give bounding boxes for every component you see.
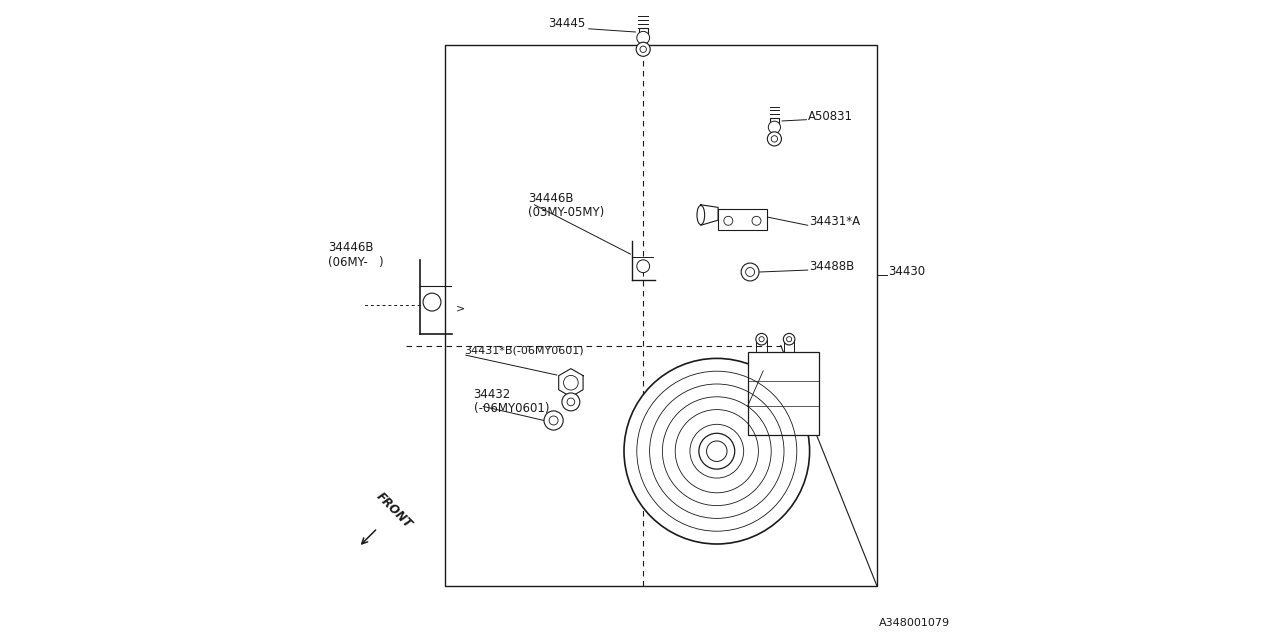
Circle shape bbox=[544, 411, 563, 430]
Circle shape bbox=[768, 132, 781, 146]
Text: FRONT: FRONT bbox=[374, 490, 413, 531]
Text: 34432: 34432 bbox=[474, 388, 511, 401]
Text: 34446B: 34446B bbox=[328, 241, 374, 254]
Circle shape bbox=[636, 42, 650, 56]
Circle shape bbox=[562, 393, 580, 411]
Text: 34431*A: 34431*A bbox=[809, 215, 860, 228]
Bar bbox=[445, 45, 877, 586]
Circle shape bbox=[637, 31, 650, 44]
Circle shape bbox=[768, 121, 781, 133]
Bar bbox=[639, 28, 648, 34]
Circle shape bbox=[759, 337, 764, 342]
Circle shape bbox=[745, 268, 755, 276]
Text: (-06MY0601): (-06MY0601) bbox=[474, 402, 549, 415]
Circle shape bbox=[699, 433, 735, 469]
Text: 34488B: 34488B bbox=[809, 260, 854, 273]
Circle shape bbox=[724, 216, 732, 225]
Bar bbox=[748, 352, 819, 435]
Bar bbox=[771, 118, 778, 124]
Circle shape bbox=[787, 337, 792, 342]
Circle shape bbox=[422, 293, 440, 311]
Circle shape bbox=[707, 441, 727, 461]
Text: A50831: A50831 bbox=[808, 109, 852, 123]
Text: A348001079: A348001079 bbox=[879, 618, 950, 628]
Circle shape bbox=[637, 260, 650, 273]
Text: (06MY-   ): (06MY- ) bbox=[328, 255, 383, 269]
Ellipse shape bbox=[696, 205, 704, 225]
Circle shape bbox=[771, 136, 778, 142]
Text: 34445: 34445 bbox=[548, 17, 585, 30]
Circle shape bbox=[755, 333, 768, 345]
Polygon shape bbox=[701, 205, 718, 225]
Circle shape bbox=[567, 398, 575, 406]
Text: 34446B: 34446B bbox=[529, 191, 573, 205]
Text: (03MY-05MY): (03MY-05MY) bbox=[529, 205, 604, 219]
Circle shape bbox=[549, 416, 558, 425]
Text: 34430: 34430 bbox=[888, 265, 925, 278]
Circle shape bbox=[640, 46, 646, 52]
Text: 34431*B(-06MY0601): 34431*B(-06MY0601) bbox=[465, 345, 584, 355]
Text: >: > bbox=[456, 303, 465, 314]
Circle shape bbox=[563, 376, 579, 390]
Circle shape bbox=[783, 333, 795, 345]
Circle shape bbox=[741, 263, 759, 281]
Circle shape bbox=[625, 358, 809, 544]
Circle shape bbox=[753, 216, 760, 225]
Polygon shape bbox=[558, 369, 584, 397]
Bar bbox=[718, 209, 767, 230]
